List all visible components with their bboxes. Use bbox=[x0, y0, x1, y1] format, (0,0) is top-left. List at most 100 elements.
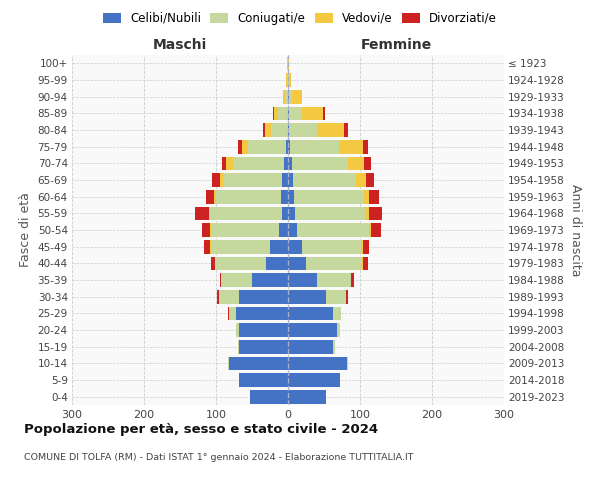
Bar bbox=[352, 273, 353, 287]
Bar bbox=[216, 190, 281, 203]
Bar bbox=[346, 290, 348, 304]
Bar bbox=[306, 256, 362, 270]
Bar bbox=[210, 206, 282, 220]
Bar bbox=[252, 273, 288, 287]
Bar bbox=[220, 173, 223, 187]
Bar bbox=[228, 356, 229, 370]
Bar bbox=[217, 290, 219, 304]
Bar bbox=[334, 340, 335, 353]
Bar bbox=[288, 290, 326, 304]
Bar bbox=[284, 156, 288, 170]
Bar bbox=[209, 206, 210, 220]
Bar bbox=[239, 373, 288, 387]
Bar bbox=[288, 323, 337, 337]
Bar bbox=[288, 156, 292, 170]
Bar bbox=[302, 240, 361, 254]
Bar bbox=[371, 223, 381, 237]
Bar bbox=[288, 356, 347, 370]
Bar bbox=[370, 190, 379, 203]
Bar bbox=[326, 290, 346, 304]
Bar bbox=[278, 106, 288, 120]
Bar bbox=[238, 140, 242, 153]
Bar bbox=[210, 240, 211, 254]
Bar bbox=[294, 190, 364, 203]
Bar bbox=[367, 173, 374, 187]
Bar bbox=[288, 256, 306, 270]
Bar bbox=[221, 273, 252, 287]
Bar bbox=[317, 273, 352, 287]
Bar bbox=[288, 206, 295, 220]
Bar bbox=[334, 306, 341, 320]
Bar bbox=[364, 156, 371, 170]
Bar bbox=[361, 240, 363, 254]
Bar bbox=[238, 340, 239, 353]
Bar bbox=[273, 106, 274, 120]
Bar bbox=[263, 123, 265, 137]
Bar bbox=[233, 156, 284, 170]
Bar bbox=[317, 123, 344, 137]
Bar bbox=[288, 73, 289, 87]
Bar bbox=[363, 256, 368, 270]
Bar bbox=[266, 256, 288, 270]
Bar bbox=[222, 156, 226, 170]
Bar bbox=[288, 123, 289, 137]
Bar bbox=[292, 90, 302, 104]
Bar bbox=[271, 123, 288, 137]
Bar bbox=[365, 206, 368, 220]
Bar bbox=[283, 90, 285, 104]
Bar bbox=[364, 190, 370, 203]
Bar bbox=[214, 190, 216, 203]
Bar bbox=[296, 223, 368, 237]
Bar bbox=[236, 323, 239, 337]
Bar bbox=[205, 240, 210, 254]
Bar bbox=[347, 356, 349, 370]
Bar bbox=[239, 340, 288, 353]
Bar bbox=[363, 140, 368, 153]
Bar bbox=[248, 140, 286, 153]
Bar bbox=[282, 206, 288, 220]
Bar bbox=[236, 306, 288, 320]
Bar bbox=[344, 123, 348, 137]
Bar bbox=[282, 173, 288, 187]
Bar bbox=[211, 223, 280, 237]
Bar bbox=[293, 173, 356, 187]
Bar bbox=[239, 290, 288, 304]
Bar bbox=[202, 223, 210, 237]
Bar bbox=[274, 106, 278, 120]
Bar bbox=[242, 140, 248, 153]
Text: Popolazione per età, sesso e stato civile - 2024: Popolazione per età, sesso e stato civil… bbox=[24, 422, 378, 436]
Bar bbox=[288, 223, 296, 237]
Bar bbox=[211, 256, 215, 270]
Text: Femmine: Femmine bbox=[361, 38, 431, 52]
Y-axis label: Anni di nascita: Anni di nascita bbox=[569, 184, 581, 276]
Bar bbox=[287, 56, 288, 70]
Bar bbox=[270, 240, 288, 254]
Bar bbox=[323, 106, 325, 120]
Bar bbox=[288, 90, 289, 104]
Bar bbox=[362, 256, 363, 270]
Bar bbox=[288, 56, 289, 70]
Bar bbox=[289, 73, 291, 87]
Bar bbox=[363, 240, 370, 254]
Bar bbox=[206, 190, 214, 203]
Bar bbox=[295, 206, 365, 220]
Bar bbox=[292, 156, 348, 170]
Bar bbox=[265, 123, 271, 137]
Bar bbox=[288, 190, 294, 203]
Bar bbox=[368, 206, 382, 220]
Bar bbox=[289, 123, 317, 137]
Bar bbox=[289, 90, 292, 104]
Bar bbox=[368, 223, 371, 237]
Bar bbox=[290, 140, 339, 153]
Text: COMUNE DI TOLFA (RM) - Dati ISTAT 1° gennaio 2024 - Elaborazione TUTTITALIA.IT: COMUNE DI TOLFA (RM) - Dati ISTAT 1° gen… bbox=[24, 452, 413, 462]
Bar bbox=[281, 190, 288, 203]
Bar bbox=[226, 156, 233, 170]
Bar bbox=[211, 240, 270, 254]
Bar bbox=[210, 223, 211, 237]
Bar bbox=[337, 323, 340, 337]
Bar bbox=[348, 156, 364, 170]
Bar bbox=[288, 140, 290, 153]
Bar bbox=[287, 73, 288, 87]
Bar bbox=[228, 306, 229, 320]
Bar bbox=[288, 390, 326, 404]
